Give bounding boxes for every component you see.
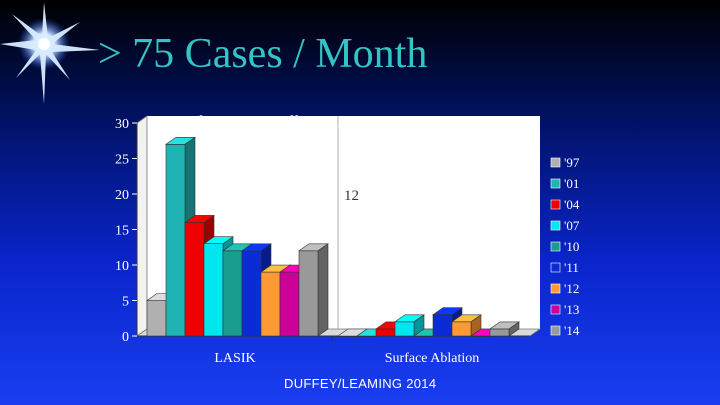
legend-label: '04 — [564, 197, 580, 212]
legend-swatch — [550, 262, 561, 273]
legend-label: '14 — [564, 323, 580, 338]
slide-title: > 75 Cases / Month — [98, 31, 428, 77]
legend-swatch — [550, 220, 561, 231]
legend-swatch — [550, 157, 561, 168]
y-tick-label: 10 — [115, 259, 129, 274]
y-tick-label: 20 — [115, 188, 129, 203]
y-tick-label: 15 — [115, 224, 129, 239]
legend-swatch — [550, 283, 561, 294]
legend-label: '97 — [564, 155, 580, 170]
y-tick-label: 30 — [115, 117, 129, 132]
y-tick-label: 0 — [122, 330, 129, 345]
legend-label: '11 — [564, 260, 579, 275]
chart-annotation: * Peak in 2001; Valley in 2012-13 — [162, 112, 394, 131]
chart-marker-label: 12 — [344, 188, 359, 204]
legend-label: '13 — [564, 302, 579, 317]
legend-swatch — [550, 304, 561, 315]
x-category-label: Surface Ablation — [385, 351, 479, 366]
chart-side-wall — [136, 115, 148, 337]
bar — [489, 321, 520, 337]
legend-swatch — [550, 241, 561, 252]
legend-swatch — [550, 199, 561, 210]
y-tick-label: 25 — [115, 153, 129, 168]
legend-label: '01 — [564, 176, 579, 191]
legend-swatch — [550, 325, 561, 336]
bar — [298, 243, 329, 337]
footer-credit: DUFFEY/LEAMING 2014 — [284, 376, 437, 391]
x-category-label: LASIK — [214, 351, 255, 366]
starburst-decoration-icon — [0, 2, 100, 104]
legend-label: '12 — [564, 281, 579, 296]
y-tick-label: 5 — [122, 295, 129, 310]
legend-swatch — [550, 178, 561, 189]
legend-label: '07 — [564, 218, 580, 233]
legend-label: '10 — [564, 239, 579, 254]
